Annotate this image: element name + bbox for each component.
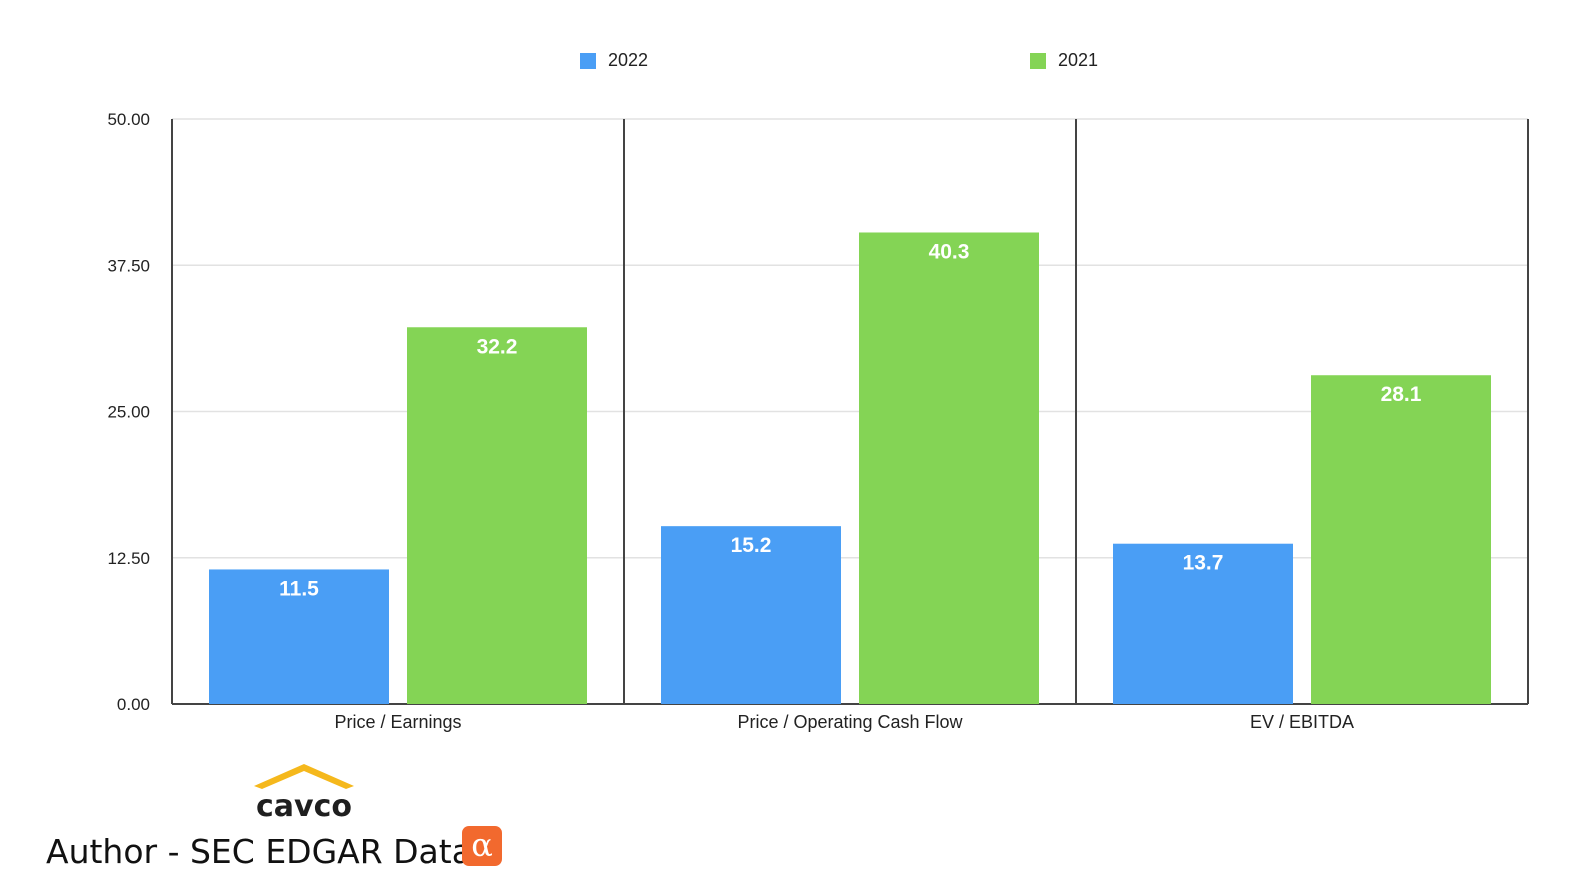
x-tick-label: EV / EBITDA <box>1250 712 1354 732</box>
legend-swatch-2021 <box>1030 52 1046 69</box>
y-tick-label: 12.50 <box>107 549 150 568</box>
bar-2021 <box>859 232 1039 705</box>
seeking-alpha-icon: α <box>462 826 502 866</box>
legend-swatch-2022 <box>580 52 596 69</box>
bar-2022 <box>1113 543 1293 704</box>
y-tick-label: 50.00 <box>107 110 150 129</box>
data-label: 11.5 <box>279 577 319 600</box>
bar-2021 <box>407 327 587 704</box>
legend-item-2022: 2022 <box>580 50 648 71</box>
author-credit: Author - SEC EDGAR Data <box>46 832 472 871</box>
x-tick-label: Price / Operating Cash Flow <box>737 712 963 732</box>
svg-text:cavco: cavco <box>256 789 352 822</box>
cavco-logo: cavco <box>254 764 354 822</box>
legend-label-2022: 2022 <box>608 50 649 70</box>
legend-label-2021: 2021 <box>1058 50 1099 70</box>
bar-2021 <box>1311 375 1491 704</box>
y-tick-label: 0.00 <box>117 695 150 714</box>
y-tick-label: 37.50 <box>107 256 150 275</box>
data-label: 13.7 <box>1183 552 1224 575</box>
y-tick-label: 25.00 <box>107 403 150 422</box>
data-label: 15.2 <box>731 534 772 557</box>
data-label: 40.3 <box>929 240 970 263</box>
bar-2022 <box>661 526 841 704</box>
x-tick-label: Price / Earnings <box>334 712 461 732</box>
data-label: 28.1 <box>1381 383 1422 406</box>
bar-2022 <box>209 569 389 704</box>
data-label: 32.2 <box>477 335 518 358</box>
legend-item-2021: 2021 <box>1030 50 1098 71</box>
